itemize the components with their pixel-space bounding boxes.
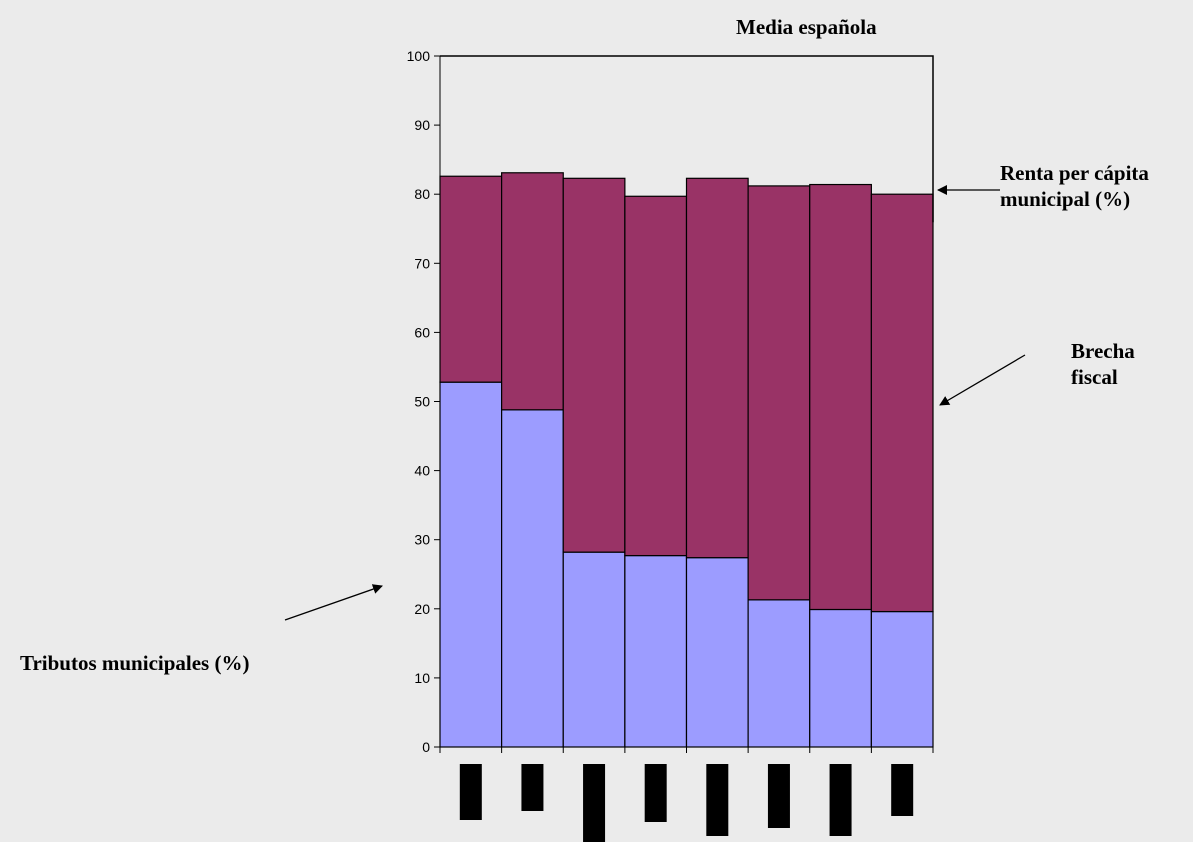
y-axis: 0 10 20 30 40 50 60 70 80 90 100: [407, 48, 441, 755]
bar-brecha: [439, 175, 503, 383]
renta-label-line1: Renta per cápita: [1000, 161, 1149, 185]
y-tick-label: 30: [414, 532, 430, 548]
y-tick-label: 60: [414, 324, 430, 340]
y-tick-label: 90: [414, 117, 430, 133]
bar-brecha: [562, 177, 626, 553]
x-tick-label-redacted: [767, 764, 790, 828]
bar-tributos: [624, 554, 688, 748]
brecha-label-line2: fiscal: [1071, 365, 1118, 389]
x-tick-label-redacted: [891, 764, 914, 816]
bar-brecha: [747, 185, 811, 601]
renta-per-capita-label: Renta per cápita municipal (%): [1000, 160, 1149, 212]
bar-brecha: [685, 177, 749, 559]
x-tick-label-redacted: [583, 764, 606, 842]
brecha-label-line1: Brecha: [1071, 339, 1135, 363]
media-bracket: [440, 55, 934, 223]
media-espanola-label: Media española: [736, 15, 877, 39]
brecha-fiscal-label: Brecha fiscal: [1071, 338, 1135, 390]
x-tick-label-redacted: [829, 764, 852, 836]
bar-tributos: [870, 610, 934, 748]
bar-tributos: [747, 599, 811, 748]
y-tick-label: 50: [414, 394, 430, 410]
bar-tributos: [439, 381, 503, 748]
bar-brecha: [809, 183, 872, 611]
x-tick-labels: [459, 764, 914, 842]
x-axis: [439, 746, 934, 753]
media-bracket-line: [440, 55, 934, 223]
bar-tributos: [562, 551, 626, 748]
annotation-arrows: [284, 185, 1026, 621]
x-tick-label-redacted: [706, 764, 729, 836]
x-tick-label-redacted: [644, 764, 667, 822]
renta-label-line2: municipal (%): [1000, 187, 1131, 211]
y-tick-label: 10: [414, 670, 430, 686]
brecha-arrow: [939, 354, 1026, 406]
x-tick-label-redacted: [521, 764, 544, 811]
bar-tributos: [685, 557, 749, 748]
y-tick-label: 80: [414, 186, 430, 202]
bar-tributos: [501, 409, 564, 748]
y-tick-label: 20: [414, 601, 430, 617]
bars: [439, 172, 934, 748]
y-tick-label: 70: [414, 255, 430, 271]
bar-brecha: [501, 172, 564, 411]
y-tick-label: 40: [414, 463, 430, 479]
y-tick-label: 0: [422, 739, 430, 755]
y-tick-label: 100: [407, 48, 431, 64]
bar-brecha: [870, 193, 934, 613]
tributos-municipales-label: Tributos municipales (%): [20, 651, 250, 675]
bar-tributos: [809, 608, 872, 748]
x-tick-label-redacted: [459, 764, 482, 820]
tributos-arrow: [284, 584, 383, 621]
bar-brecha: [624, 195, 688, 557]
